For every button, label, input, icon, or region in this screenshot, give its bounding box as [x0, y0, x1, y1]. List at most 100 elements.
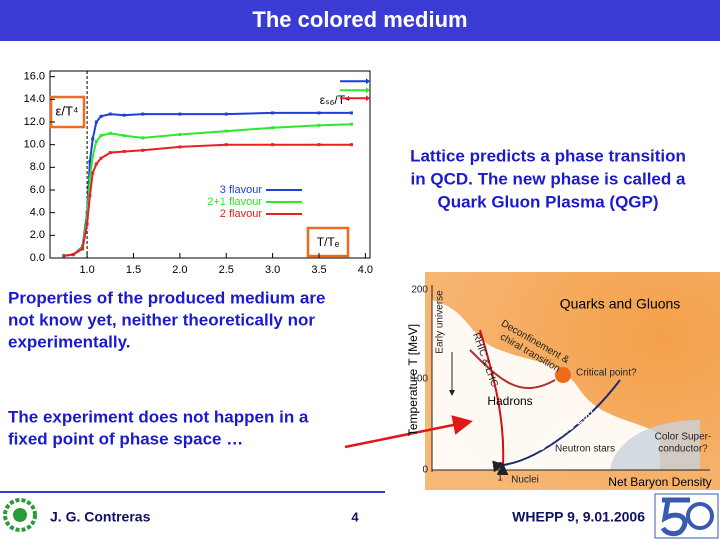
x-tick-label: 4.0	[358, 264, 373, 276]
pd-x-tick: 1	[497, 473, 503, 484]
data-point	[94, 120, 98, 124]
y-tick-label: 6.0	[30, 184, 45, 196]
legend-label: 2 flavour	[220, 208, 263, 220]
y-tick-label: 8.0	[30, 161, 45, 173]
series-line	[63, 143, 352, 257]
sb-arrow	[366, 87, 370, 94]
data-point	[271, 143, 275, 147]
csc-region	[610, 420, 700, 470]
data-point	[141, 148, 145, 152]
y-tick-label: 12.0	[24, 116, 45, 128]
data-point	[91, 137, 95, 141]
y-label-box	[49, 95, 86, 129]
data-point	[94, 162, 98, 166]
footer-page: 4	[351, 509, 359, 524]
csc-label: conductor?	[658, 444, 708, 455]
data-point	[88, 177, 92, 181]
data-point	[99, 156, 103, 160]
text-line: not know yet, neither theoretically nor	[8, 310, 315, 329]
data-point	[91, 171, 95, 175]
text-line: The experiment does not happen in a	[8, 407, 309, 426]
data-point	[349, 143, 353, 147]
data-point	[271, 126, 275, 130]
legend-label: 3 flavour	[220, 184, 263, 196]
data-point	[108, 112, 112, 116]
data-point	[224, 143, 228, 147]
x-label-box	[306, 226, 350, 258]
data-point	[99, 134, 103, 138]
x-axis-label: T/Tₑ	[317, 235, 340, 249]
data-point	[80, 247, 84, 251]
data-point	[108, 151, 112, 155]
data-point	[108, 131, 112, 135]
sb-arrow	[366, 95, 370, 102]
transition-line	[469, 349, 556, 390]
pd-y-label: Temperature T [MeV]	[406, 324, 420, 436]
cern-logo	[654, 493, 719, 539]
text-line: fixed point of phase space …	[8, 429, 243, 448]
data-point	[317, 123, 321, 127]
data-point	[349, 111, 353, 115]
gsi-line	[492, 379, 621, 473]
data-point	[317, 143, 321, 147]
header-bar	[0, 0, 720, 41]
footer-event: WHEPP 9, 9.01.2006	[512, 509, 645, 525]
y-tick-label: 4.0	[30, 207, 45, 219]
pd-y-tick: 200	[411, 285, 428, 296]
y-tick-label: 2.0	[30, 229, 45, 241]
data-point	[317, 111, 321, 115]
rhic-line	[479, 329, 509, 476]
text-line: Lattice predicts a phase transition	[410, 146, 686, 165]
critical-label: Critical point?	[576, 368, 637, 379]
footer-author: J. G. Contreras	[50, 509, 151, 525]
nuclei-point	[497, 462, 503, 468]
data-point	[178, 112, 182, 116]
data-point	[62, 254, 66, 258]
qgp-label: Quarks and Gluons	[560, 296, 681, 312]
text-line: in QCD. The new phase is called a	[411, 169, 686, 188]
pointer-arrow	[344, 415, 473, 449]
data-point	[271, 111, 275, 115]
y-tick-label: 10.0	[24, 139, 45, 151]
neutron-label: Neutron stars	[555, 444, 615, 455]
pd-y-tick: 100	[411, 374, 428, 385]
title: The colored medium	[252, 7, 467, 32]
y-tick-label: 14.0	[24, 93, 45, 105]
data-point	[91, 154, 95, 158]
phase-diagram	[425, 272, 720, 490]
data-point	[94, 139, 98, 143]
x-tick-label: 1.0	[79, 264, 94, 276]
legend-label: 2+1 flavour	[207, 196, 262, 208]
y-tick-label: 0.0	[30, 252, 45, 264]
lattice-chart: 0.0 2.0 4.0 6.0 8.0 10.0 12.0 14.0 16.0 1.0 1.5 2.0…	[24, 70, 373, 276]
data-point	[88, 160, 92, 164]
data-point	[122, 134, 126, 138]
hadron-label: Hadrons	[487, 394, 532, 408]
data-point	[141, 112, 145, 116]
data-point	[71, 253, 75, 257]
data-point	[349, 122, 353, 126]
data-point	[99, 114, 103, 118]
x-tick-label: 2.0	[172, 264, 187, 276]
pd-y-tick: 0	[422, 465, 428, 476]
early-label: Early universe	[435, 290, 446, 354]
y-axis-label: ε/T⁴	[56, 103, 79, 118]
data-point	[178, 132, 182, 136]
data-point	[224, 112, 228, 116]
data-point	[224, 129, 228, 133]
data-point	[88, 194, 92, 198]
pd-x-label: Net Baryon Density	[608, 475, 711, 489]
text-line: experimentally.	[8, 332, 131, 351]
x-tick-label: 3.5	[311, 264, 326, 276]
x-tick-label: 3.0	[265, 264, 280, 276]
critical-point	[555, 367, 571, 383]
data-point	[122, 149, 126, 153]
data-point	[85, 222, 89, 226]
sb-label: εₛ₆/T⁴	[320, 93, 351, 107]
text-line: Properties of the produced medium are	[8, 288, 325, 307]
text-line: Quark Gluon Plasma (QGP)	[437, 192, 658, 211]
data-point	[141, 136, 145, 140]
cinvestav-logo	[3, 498, 37, 532]
data-point	[178, 145, 182, 149]
